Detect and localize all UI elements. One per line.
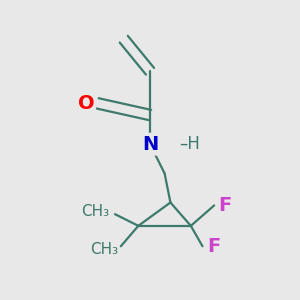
Text: –H: –H [179, 135, 200, 153]
Text: N: N [142, 135, 158, 154]
Text: CH₃: CH₃ [90, 242, 118, 257]
Text: CH₃: CH₃ [81, 204, 109, 219]
Text: F: F [218, 196, 232, 215]
Text: F: F [207, 237, 220, 256]
Text: O: O [77, 94, 94, 113]
